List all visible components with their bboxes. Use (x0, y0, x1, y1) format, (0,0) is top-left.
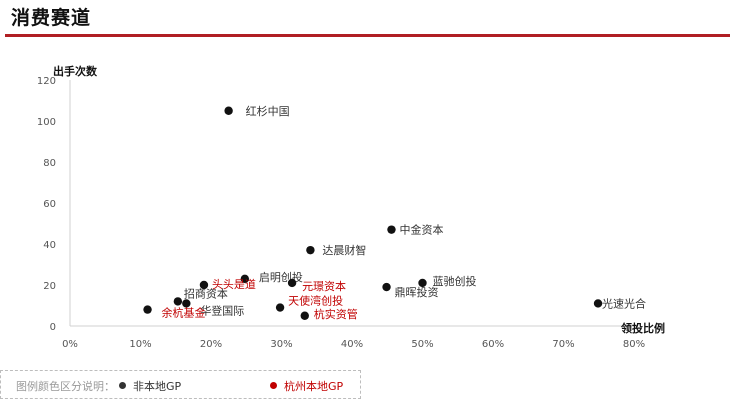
x-tick-label: 10% (129, 339, 151, 350)
y-tick-label: 120 (37, 76, 56, 87)
chart-ticks: 0 20 40 60 80 100 120 0% 10% 20% 30% 40% 50% 60% 70% 80… (37, 76, 645, 350)
y-tick-label: 100 (37, 117, 56, 128)
scatter-point (143, 305, 152, 314)
point-label: 元璟资本 (302, 279, 346, 293)
y-tick-label: 40 (43, 240, 56, 251)
scatter-point (387, 225, 396, 234)
point-label: 招商资本 (184, 286, 228, 300)
legend-item-non-local: 非本地GP (119, 378, 181, 394)
legend-label-non-local: 非本地GP (133, 380, 182, 393)
point-label: 达晨财智 (322, 243, 366, 257)
scatter-point (300, 311, 309, 320)
title-underline (5, 34, 730, 37)
x-tick-label: 60% (482, 339, 504, 350)
point-label: 天使湾创投 (288, 294, 343, 308)
point-label: 鼎晖投资 (395, 285, 439, 299)
y-tick-label: 60 (43, 199, 56, 210)
legend-item-local: 杭州本地GP (270, 378, 343, 394)
scatter-point (418, 278, 427, 288)
x-tick-label: 70% (552, 339, 574, 350)
scatter-point (224, 106, 233, 115)
x-tick-label: 80% (623, 339, 645, 350)
point-label: 头头是道 (212, 277, 256, 291)
y-axis-label: 出手次数 (53, 64, 98, 78)
chart-axes (69, 80, 634, 327)
x-tick-label: 0% (62, 339, 78, 350)
legend-label-local: 杭州本地GP (284, 380, 344, 393)
legend-title: 图例颜色区分说明： (16, 380, 115, 393)
x-tick-label: 20% (200, 339, 222, 350)
scatter-point (275, 303, 285, 312)
scatter-point (287, 278, 297, 288)
x-axis-label: 领投比例 (620, 321, 665, 335)
scatter-point (173, 297, 183, 306)
scatter-chart: 0 20 40 60 80 100 120 0% 10% 20% 30% 40% 50% 60% 70% 80… (37, 64, 665, 350)
y-tick-label: 80 (43, 158, 56, 169)
scatter-point (382, 282, 391, 292)
scatter-point (240, 274, 250, 284)
scatter-point (306, 245, 315, 255)
point-label: 中金资本 (399, 223, 443, 237)
x-tick-label: 30% (270, 339, 292, 350)
legend-dot-non-local (119, 381, 126, 389)
point-label: 启明创投 (259, 270, 303, 284)
point-label: 华登国际 (200, 303, 244, 317)
page-title: 消费赛道 (11, 7, 92, 29)
point-label: 杭实资管 (314, 307, 358, 321)
scatter-point (199, 280, 209, 290)
x-tick-label: 40% (341, 339, 363, 350)
x-tick-label: 50% (411, 339, 433, 350)
y-tick-label: 20 (43, 281, 56, 292)
legend-dot-local (270, 381, 277, 389)
point-label: 红杉中国 (246, 104, 290, 118)
y-tick-label: 0 (50, 322, 56, 333)
point-label: 余杭基金 (162, 306, 206, 320)
scatter-point (593, 299, 603, 308)
point-label: 光速光合 (602, 296, 646, 310)
scatter-point (182, 299, 191, 308)
chart-legend: 图例颜色区分说明： 非本地GP 杭州本地GP (0, 370, 361, 399)
point-label: 蓝驰创投 (433, 274, 477, 288)
